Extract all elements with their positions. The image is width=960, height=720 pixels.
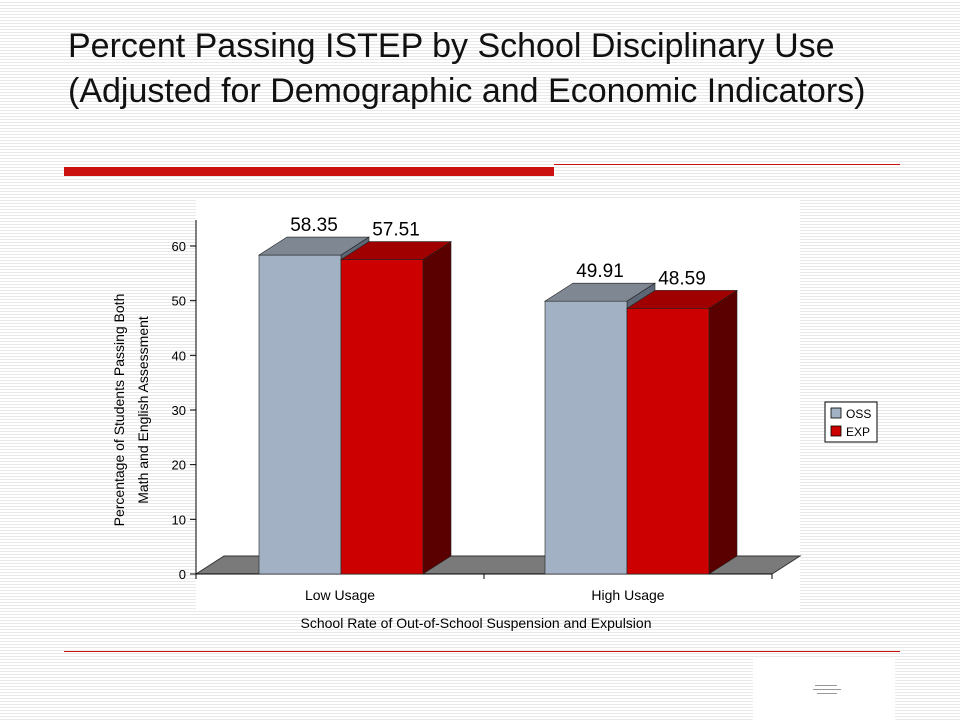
thumbnail-mark bbox=[815, 685, 837, 686]
legend-label: OSS bbox=[846, 407, 871, 421]
slide-title: Percent Passing ISTEP by School Discipli… bbox=[68, 27, 866, 110]
title-divider-bar bbox=[64, 167, 554, 176]
y-axis-title: Percentage of Students Passing Both bbox=[111, 294, 127, 527]
data-label: 48.59 bbox=[658, 268, 706, 289]
y-tick-label: 0 bbox=[179, 567, 186, 582]
bar-side bbox=[708, 289, 738, 575]
legend-swatch bbox=[830, 425, 842, 437]
bar bbox=[340, 259, 424, 575]
thumbnail-mark bbox=[817, 693, 837, 694]
bar bbox=[258, 254, 342, 575]
footer-divider bbox=[64, 651, 900, 652]
data-label: 57.51 bbox=[372, 220, 420, 241]
bar-top bbox=[625, 290, 739, 309]
data-label: 49.91 bbox=[576, 261, 624, 282]
x-axis-title: School Rate of Out-of-School Suspension … bbox=[301, 615, 652, 631]
y-tick-label: 10 bbox=[172, 512, 186, 527]
x-tick-label: High Usage bbox=[591, 587, 664, 603]
y-tick-label: 20 bbox=[172, 458, 186, 473]
bar-top bbox=[339, 241, 453, 260]
title-divider-thin bbox=[554, 164, 900, 165]
x-tick-label: Low Usage bbox=[305, 587, 375, 603]
legend-swatch bbox=[830, 407, 842, 419]
bar-side bbox=[422, 241, 452, 575]
thumbnail-mark bbox=[813, 689, 841, 690]
y-tick-label: 60 bbox=[172, 239, 186, 254]
thumbnail-image bbox=[753, 658, 895, 720]
bar bbox=[544, 300, 628, 575]
bar-top bbox=[543, 282, 657, 302]
bar bbox=[626, 308, 710, 575]
legend-label: EXP bbox=[846, 425, 870, 439]
y-tick-label: 30 bbox=[172, 403, 186, 418]
bar-top bbox=[257, 236, 371, 256]
y-axis-title: Math and English Assessment bbox=[135, 316, 151, 504]
y-tick-label: 50 bbox=[172, 294, 186, 309]
data-label: 58.35 bbox=[290, 215, 338, 236]
y-tick-label: 40 bbox=[172, 348, 186, 363]
